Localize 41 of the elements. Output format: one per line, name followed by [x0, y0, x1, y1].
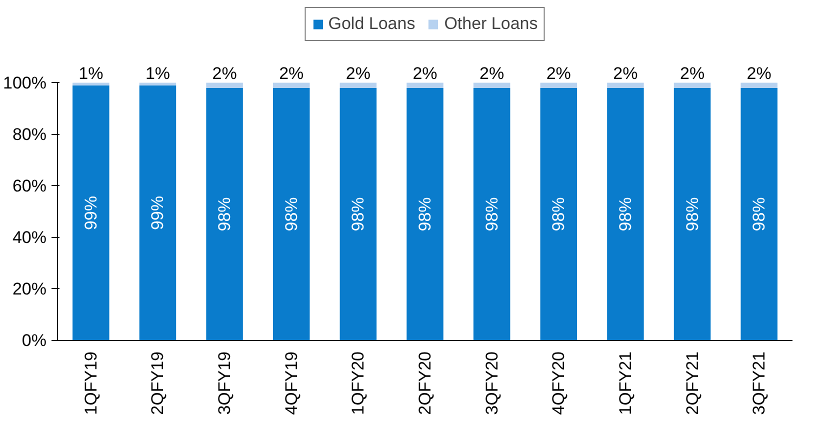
data-label: 98%: [348, 197, 368, 232]
data-label: 2%: [279, 64, 304, 83]
data-label: 98%: [416, 197, 434, 232]
y-tick-label: 40%: [12, 228, 47, 247]
x-tick-label: 2QFY20: [416, 352, 434, 415]
data-label: 2%: [546, 64, 571, 83]
data-label: 1%: [145, 64, 170, 83]
data-label: 98%: [682, 197, 702, 232]
y-tick-label: 60%: [12, 176, 47, 196]
x-tick-label: 1QFY19: [81, 352, 100, 415]
data-label: 98%: [482, 197, 502, 232]
x-tick-label: 1QFY21: [616, 352, 635, 415]
x-tick-label: 3QFY19: [215, 352, 234, 415]
data-label: 98%: [750, 197, 769, 232]
x-tick-label: 1QFY20: [348, 352, 368, 415]
y-tick-label: 0%: [22, 331, 47, 350]
y-tick-label: 100%: [3, 73, 47, 92]
x-tick-label: 3QFY20: [482, 352, 502, 415]
data-label: 98%: [215, 197, 234, 232]
legend-label: Gold Loans: [328, 14, 416, 34]
data-label: 98%: [616, 197, 635, 232]
x-tick-label: 4QFY20: [549, 352, 568, 415]
data-label: 2%: [613, 64, 638, 83]
data-label: 99%: [81, 196, 100, 230]
data-label: 2%: [480, 64, 504, 83]
x-tick-label: 2QFY21: [682, 352, 702, 415]
data-label: 98%: [549, 197, 568, 232]
x-tick-label: 3QFY21: [750, 351, 769, 415]
data-label: 2%: [746, 64, 772, 83]
legend-label: Other Loans: [444, 14, 538, 34]
data-label: 2%: [212, 64, 237, 83]
data-label: 99%: [148, 196, 168, 230]
data-label: 2%: [346, 64, 370, 83]
y-tick-label: 80%: [12, 124, 47, 144]
x-tick-label: 4QFY19: [282, 352, 301, 415]
data-label: 2%: [412, 64, 438, 83]
x-tick-label: 2QFY19: [148, 352, 168, 415]
y-tick-label: 20%: [12, 279, 47, 298]
data-label: 2%: [680, 64, 705, 83]
data-label: 1%: [78, 64, 104, 83]
data-label: 98%: [282, 197, 301, 232]
